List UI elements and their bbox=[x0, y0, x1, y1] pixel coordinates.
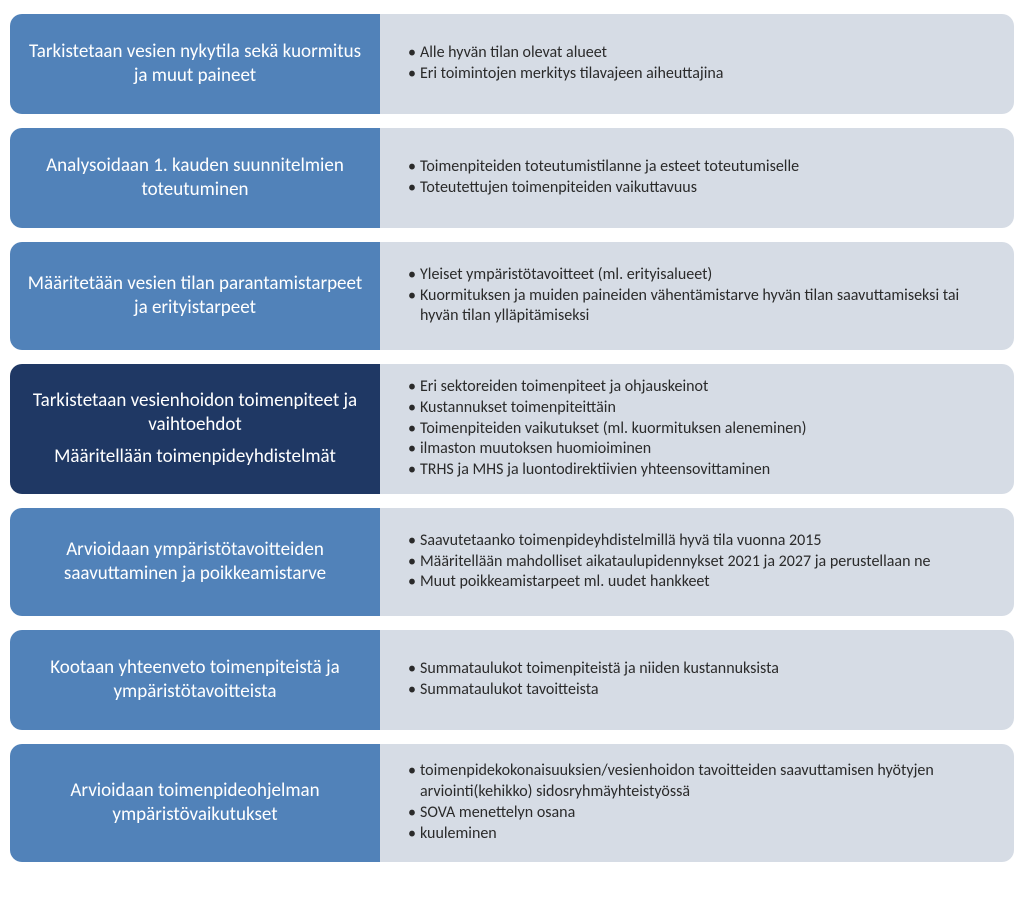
step-title-cell: Tarkistetaan vesienhoidon toimenpiteet j… bbox=[10, 364, 380, 494]
process-diagram: Tarkistetaan vesien nykytila sekä kuormi… bbox=[0, 0, 1024, 907]
bullet-text: Muut poikkeamistarpeet ml. uudet hankkee… bbox=[420, 572, 710, 593]
bullet-icon: • bbox=[408, 460, 416, 481]
bullet-text: Toteutettujen toimenpiteiden vaikuttavuu… bbox=[420, 178, 697, 199]
step-title-cell: Kootaan yhteenveto toimenpiteistä ja ymp… bbox=[10, 630, 380, 730]
bullet-text: Alle hyvän tilan olevat alueet bbox=[420, 43, 607, 64]
bullet-icon: • bbox=[408, 552, 416, 573]
bullet-text: SOVA menettelyn osana bbox=[420, 803, 575, 824]
bullet-text: Summataulukot toimenpiteistä ja niiden k… bbox=[420, 659, 779, 680]
process-step: Analysoidaan 1. kauden suunnitelmien tot… bbox=[10, 128, 1014, 228]
bullet-text: Summataulukot tavoitteista bbox=[420, 680, 599, 701]
step-title: Määritetään vesien tilan parantamistarpe… bbox=[24, 272, 366, 320]
bullet-icon: • bbox=[408, 659, 416, 680]
bullet-text: Eri sektoreiden toimenpiteet ja ohjauske… bbox=[420, 377, 708, 398]
step-detail-cell: •Yleiset ympäristötavoitteet (ml. erityi… bbox=[380, 242, 1014, 350]
bullet-icon: • bbox=[408, 377, 416, 398]
bullet-icon: • bbox=[408, 761, 416, 782]
bullet-item: •Toteutettujen toimenpiteiden vaikuttavu… bbox=[408, 178, 996, 199]
bullet-item: •TRHS ja MHS ja luontodirektiivien yhtee… bbox=[408, 460, 996, 481]
process-step: Arvioidaan toimenpideohjelman ympäristöv… bbox=[10, 744, 1014, 862]
step-title-cell: Arvioidaan toimenpideohjelman ympäristöv… bbox=[10, 744, 380, 862]
bullet-item: •Kuormituksen ja muiden paineiden vähent… bbox=[408, 286, 996, 328]
step-title-cell: Tarkistetaan vesien nykytila sekä kuormi… bbox=[10, 14, 380, 114]
bullet-item: •Toimenpiteiden toteutumistilanne ja est… bbox=[408, 157, 996, 178]
bullet-item: •Toimenpiteiden vaikutukset (ml. kuormit… bbox=[408, 419, 996, 440]
process-step: Kootaan yhteenveto toimenpiteistä ja ymp… bbox=[10, 630, 1014, 730]
bullet-icon: • bbox=[408, 824, 416, 845]
bullet-item: •Alle hyvän tilan olevat alueet bbox=[408, 43, 996, 64]
step-title: Analysoidaan 1. kauden suunnitelmien tot… bbox=[24, 154, 366, 202]
bullet-icon: • bbox=[408, 64, 416, 85]
bullet-text: Kustannukset toimenpiteittäin bbox=[420, 398, 616, 419]
bullet-icon: • bbox=[408, 680, 416, 701]
bullet-item: •Kustannukset toimenpiteittäin bbox=[408, 398, 996, 419]
step-title: Kootaan yhteenveto toimenpiteistä ja ymp… bbox=[24, 656, 366, 704]
bullet-text: Kuormituksen ja muiden paineiden vähentä… bbox=[420, 286, 996, 328]
bullet-text: ilmaston muutoksen huomioiminen bbox=[420, 439, 651, 460]
bullet-icon: • bbox=[408, 178, 416, 199]
bullet-item: •Saavutetaanko toimenpideyhdistelmillä h… bbox=[408, 531, 996, 552]
bullet-item: •Määritellään mahdolliset aikataulupiden… bbox=[408, 552, 996, 573]
step-detail-cell: •Saavutetaanko toimenpideyhdistelmillä h… bbox=[380, 508, 1014, 616]
bullet-icon: • bbox=[408, 439, 416, 460]
bullet-text: Saavutetaanko toimenpideyhdistelmillä hy… bbox=[420, 531, 822, 552]
bullet-text: Eri toimintojen merkitys tilavajeen aihe… bbox=[420, 64, 723, 85]
bullet-item: •kuuleminen bbox=[408, 824, 996, 845]
bullet-text: TRHS ja MHS ja luontodirektiivien yhteen… bbox=[420, 460, 770, 481]
step-title: Tarkistetaan vesienhoidon toimenpiteet j… bbox=[24, 389, 366, 468]
bullet-icon: • bbox=[408, 531, 416, 552]
step-title: Tarkistetaan vesien nykytila sekä kuormi… bbox=[24, 40, 366, 88]
step-title-cell: Analysoidaan 1. kauden suunnitelmien tot… bbox=[10, 128, 380, 228]
bullet-icon: • bbox=[408, 398, 416, 419]
bullet-text: Toimenpiteiden vaikutukset (ml. kuormitu… bbox=[420, 419, 807, 440]
step-detail-cell: •Eri sektoreiden toimenpiteet ja ohjausk… bbox=[380, 364, 1014, 494]
bullet-item: •Eri sektoreiden toimenpiteet ja ohjausk… bbox=[408, 377, 996, 398]
bullet-icon: • bbox=[408, 265, 416, 286]
bullet-icon: • bbox=[408, 43, 416, 64]
bullet-item: •Muut poikkeamistarpeet ml. uudet hankke… bbox=[408, 572, 996, 593]
bullet-item: •Yleiset ympäristötavoitteet (ml. erityi… bbox=[408, 265, 996, 286]
bullet-text: kuuleminen bbox=[420, 824, 497, 845]
process-step: Tarkistetaan vesienhoidon toimenpiteet j… bbox=[10, 364, 1014, 494]
bullet-text: Yleiset ympäristötavoitteet (ml. erityis… bbox=[420, 265, 712, 286]
bullet-icon: • bbox=[408, 572, 416, 593]
process-step: Määritetään vesien tilan parantamistarpe… bbox=[10, 242, 1014, 350]
bullet-text: Määritellään mahdolliset aikataulupidenn… bbox=[420, 552, 931, 573]
bullet-text: Toimenpiteiden toteutumistilanne ja este… bbox=[420, 157, 799, 178]
bullet-item: •Eri toimintojen merkitys tilavajeen aih… bbox=[408, 64, 996, 85]
step-detail-cell: •Toimenpiteiden toteutumistilanne ja est… bbox=[380, 128, 1014, 228]
bullet-icon: • bbox=[408, 419, 416, 440]
step-title: Arvioidaan toimenpideohjelman ympäristöv… bbox=[24, 779, 366, 827]
bullet-item: •ilmaston muutoksen huomioiminen bbox=[408, 439, 996, 460]
bullet-item: •toimenpidekokonaisuuksien/vesienhoidon … bbox=[408, 761, 996, 803]
bullet-icon: • bbox=[408, 803, 416, 824]
step-detail-cell: •toimenpidekokonaisuuksien/vesienhoidon … bbox=[380, 744, 1014, 862]
bullet-item: •Summataulukot tavoitteista bbox=[408, 680, 996, 701]
step-title-cell: Arvioidaan ympäristötavoitteiden saavutt… bbox=[10, 508, 380, 616]
bullet-text: toimenpidekokonaisuuksien/vesienhoidon t… bbox=[420, 761, 996, 803]
process-step: Tarkistetaan vesien nykytila sekä kuormi… bbox=[10, 14, 1014, 114]
step-title-cell: Määritetään vesien tilan parantamistarpe… bbox=[10, 242, 380, 350]
bullet-icon: • bbox=[408, 286, 416, 307]
bullet-item: •SOVA menettelyn osana bbox=[408, 803, 996, 824]
process-step: Arvioidaan ympäristötavoitteiden saavutt… bbox=[10, 508, 1014, 616]
bullet-icon: • bbox=[408, 157, 416, 178]
step-detail-cell: •Alle hyvän tilan olevat alueet•Eri toim… bbox=[380, 14, 1014, 114]
bullet-item: •Summataulukot toimenpiteistä ja niiden … bbox=[408, 659, 996, 680]
step-title: Arvioidaan ympäristötavoitteiden saavutt… bbox=[24, 538, 366, 586]
step-detail-cell: •Summataulukot toimenpiteistä ja niiden … bbox=[380, 630, 1014, 730]
